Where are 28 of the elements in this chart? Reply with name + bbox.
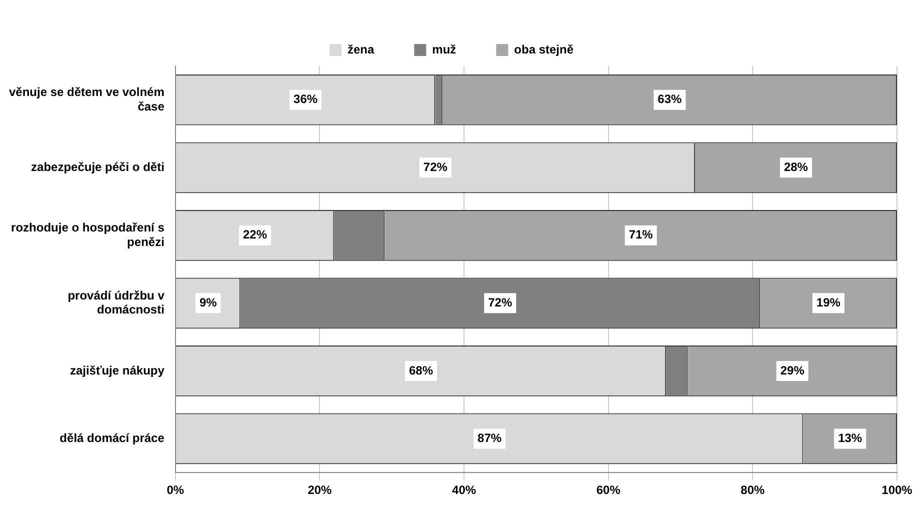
data-label: 72% [488,295,512,310]
x-tick-label: 100% [882,483,913,498]
y-tick-label: zabezpečuje péči o děti [31,160,164,174]
y-tick-label: rozhoduje o hospodaření s penězi [11,220,165,249]
x-tick-label: 0% [166,483,184,498]
data-label: 13% [838,431,862,446]
data-label: 87% [478,431,502,446]
data-label: 36% [294,92,318,106]
data-label: 19% [816,295,841,310]
x-tick-label: 80% [740,483,766,498]
legend-label: oba stejně [514,42,574,56]
y-tick-label: věnuje se dětem ve volném čase [8,84,165,114]
data-label: 63% [658,92,682,106]
x-tick-label: 20% [308,483,332,498]
legend-label: muž [432,42,456,56]
y-tick-label: zajišťuje nákupy [70,363,165,378]
data-label: 9% [199,295,218,310]
data-label: 68% [408,363,434,378]
data-label: 22% [243,228,268,242]
data-label: 71% [628,228,654,242]
data-label: 29% [780,363,805,378]
data-label: 28% [784,160,808,174]
y-tick-label: provádí údržbu v domácnosti [68,288,165,317]
legend-label: žena [347,42,374,56]
x-tick-label: 60% [596,483,621,498]
y-tick-label: dělá domácí práce [60,431,165,446]
x-tick-label: 40% [452,483,476,498]
data-label: 72% [423,160,448,174]
